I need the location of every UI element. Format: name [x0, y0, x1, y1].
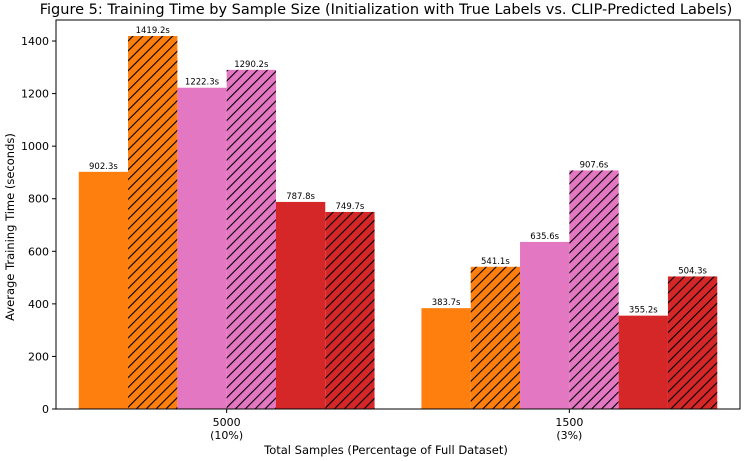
bar-value-label: 355.2s — [629, 306, 658, 316]
x-tick-label: 5000 — [213, 416, 241, 429]
bar-value-label: 1222.3s — [185, 78, 220, 88]
x-tick-sublabel: (10%) — [210, 429, 243, 442]
bar — [618, 315, 668, 409]
y-tick-label: 800 — [28, 193, 49, 206]
bar-value-label: 635.6s — [530, 232, 559, 242]
bar-value-label: 541.1s — [481, 257, 510, 267]
y-tick-label: 1000 — [21, 140, 49, 153]
bar-hatch — [325, 211, 375, 409]
chart-title: Figure 5: Training Time by Sample Size (… — [40, 2, 733, 18]
bar — [421, 308, 471, 409]
bar-value-label: 902.3s — [89, 162, 118, 172]
bar-hatch — [667, 276, 718, 409]
y-tick-label: 400 — [28, 298, 49, 311]
x-axis-ticks: 5000(10%) 1500(3%) — [210, 409, 583, 442]
bar-hatch — [470, 266, 521, 409]
bar-value-label: 504.3s — [678, 266, 707, 276]
bar-hatch — [226, 69, 276, 409]
x-tick-label: 1500 — [555, 416, 583, 429]
bar — [275, 201, 326, 409]
bar-hatch — [128, 35, 178, 410]
plot-area-frame — [55, 19, 741, 410]
x-tick-sublabel: (3%) — [556, 429, 582, 442]
bar-value-label: 907.6s — [580, 160, 609, 170]
y-tick-label: 0 — [42, 403, 49, 416]
data-labels-layer: 902.3s 1419.2s 1222.3s 1290.2s 787.8s 749.7s 3… — [89, 26, 708, 316]
bar-value-label: 383.7s — [432, 298, 461, 308]
y-tick-label: 1400 — [21, 35, 49, 48]
bar-value-label: 787.8s — [286, 192, 315, 202]
bar-value-label: 1419.2s — [136, 26, 171, 36]
y-axis-label: Average Training Time (seconds) — [3, 133, 17, 321]
bars-layer — [78, 35, 718, 410]
bar-value-label: 749.7s — [336, 202, 365, 212]
bar — [177, 87, 227, 410]
x-axis-label: Total Samples (Percentage of Full Datase… — [263, 443, 508, 457]
bar — [520, 241, 570, 409]
y-axis-ticks: 0 200 400 600 800 1000 1200 1400 — [21, 35, 56, 416]
bar-value-label: 1290.2s — [234, 60, 269, 70]
bar-hatch — [569, 170, 619, 409]
y-tick-label: 200 — [28, 350, 49, 363]
y-tick-label: 1200 — [21, 88, 49, 101]
y-tick-label: 600 — [28, 245, 49, 258]
bar — [78, 171, 129, 409]
